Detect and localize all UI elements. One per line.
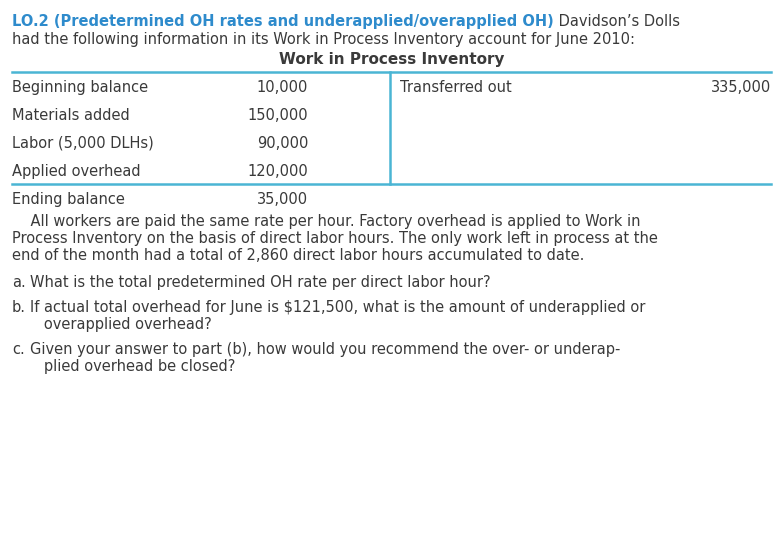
Text: Davidson’s Dolls: Davidson’s Dolls xyxy=(554,14,680,29)
Text: Transferred out: Transferred out xyxy=(400,80,512,95)
Text: LO.2 (Predetermined OH rates and underapplied/overapplied OH): LO.2 (Predetermined OH rates and underap… xyxy=(12,14,554,29)
Text: Work in Process Inventory: Work in Process Inventory xyxy=(279,52,504,67)
Text: 10,000: 10,000 xyxy=(257,80,308,95)
Text: Ending balance: Ending balance xyxy=(12,192,124,207)
Text: end of the month had a total of 2,860 direct labor hours accumulated to date.: end of the month had a total of 2,860 di… xyxy=(12,248,584,263)
Text: 335,000: 335,000 xyxy=(711,80,771,95)
Text: Beginning balance: Beginning balance xyxy=(12,80,148,95)
Text: b.: b. xyxy=(12,300,26,315)
Text: Labor (5,000 DLHs): Labor (5,000 DLHs) xyxy=(12,136,153,151)
Text: 35,000: 35,000 xyxy=(257,192,308,207)
Text: What is the total predetermined OH rate per direct labor hour?: What is the total predetermined OH rate … xyxy=(30,275,491,290)
Text: Applied overhead: Applied overhead xyxy=(12,164,141,179)
Text: plied overhead be closed?: plied overhead be closed? xyxy=(30,359,236,374)
Text: a.: a. xyxy=(12,275,26,290)
Text: overapplied overhead?: overapplied overhead? xyxy=(30,317,211,332)
Text: had the following information in its Work in Process Inventory account for June : had the following information in its Wor… xyxy=(12,32,635,47)
Text: All workers are paid the same rate per hour. Factory overhead is applied to Work: All workers are paid the same rate per h… xyxy=(12,214,640,229)
Text: 120,000: 120,000 xyxy=(247,164,308,179)
Text: If actual total overhead for June is $121,500, what is the amount of underapplie: If actual total overhead for June is $12… xyxy=(30,300,645,315)
Text: Process Inventory on the basis of direct labor hours. The only work left in proc: Process Inventory on the basis of direct… xyxy=(12,231,658,246)
Text: Materials added: Materials added xyxy=(12,108,130,123)
Text: Given your answer to part (b), how would you recommend the over- or underap-: Given your answer to part (b), how would… xyxy=(30,342,620,357)
Text: 90,000: 90,000 xyxy=(257,136,308,151)
Text: 150,000: 150,000 xyxy=(247,108,308,123)
Text: c.: c. xyxy=(12,342,25,357)
